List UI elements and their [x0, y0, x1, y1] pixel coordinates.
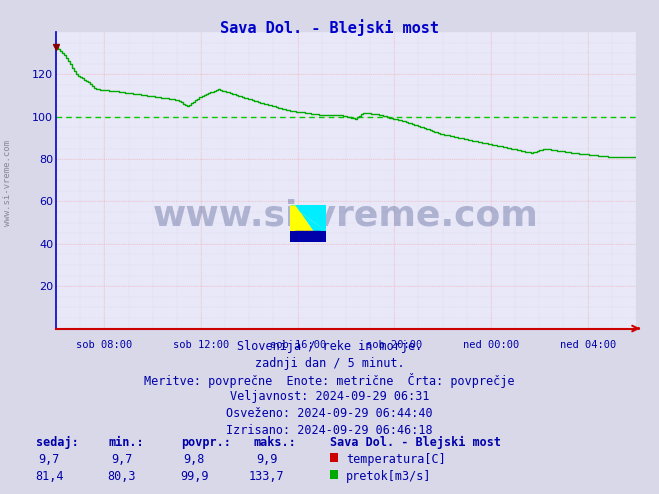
Text: Osveženo: 2024-09-29 06:44:40: Osveženo: 2024-09-29 06:44:40	[226, 407, 433, 420]
Text: min.:: min.:	[109, 436, 144, 449]
Text: Slovenija / reke in morje.: Slovenija / reke in morje.	[237, 340, 422, 353]
Text: maks.:: maks.:	[254, 436, 297, 449]
Text: Sava Dol. - Blejski most: Sava Dol. - Blejski most	[330, 436, 500, 449]
Text: 9,9: 9,9	[256, 453, 277, 466]
Text: www.si-vreme.com: www.si-vreme.com	[153, 199, 539, 233]
Text: 99,9: 99,9	[180, 470, 209, 483]
Polygon shape	[290, 206, 326, 231]
Text: povpr.:: povpr.:	[181, 436, 231, 449]
Text: sob 12:00: sob 12:00	[173, 340, 229, 350]
Text: ned 00:00: ned 00:00	[463, 340, 519, 350]
Text: www.si-vreme.com: www.si-vreme.com	[3, 140, 13, 226]
Text: ned 04:00: ned 04:00	[559, 340, 616, 350]
Polygon shape	[290, 206, 326, 242]
Text: Meritve: povprečne  Enote: metrične  Črta: povprečje: Meritve: povprečne Enote: metrične Črta:…	[144, 373, 515, 388]
Text: 81,4: 81,4	[35, 470, 64, 483]
Text: Sava Dol. - Blejski most: Sava Dol. - Blejski most	[220, 19, 439, 36]
Polygon shape	[290, 231, 326, 242]
Text: 9,7: 9,7	[39, 453, 60, 466]
Bar	[290, 231, 326, 242]
Text: Veljavnost: 2024-09-29 06:31: Veljavnost: 2024-09-29 06:31	[230, 390, 429, 403]
Polygon shape	[290, 231, 326, 242]
Text: 9,7: 9,7	[111, 453, 132, 466]
Text: 9,8: 9,8	[184, 453, 205, 466]
Polygon shape	[290, 206, 326, 231]
Text: sob 16:00: sob 16:00	[270, 340, 326, 350]
Text: pretok[m3/s]: pretok[m3/s]	[346, 470, 432, 483]
Text: 80,3: 80,3	[107, 470, 136, 483]
Polygon shape	[290, 206, 321, 242]
Text: zadnji dan / 5 minut.: zadnji dan / 5 minut.	[254, 357, 405, 370]
Text: sob 20:00: sob 20:00	[366, 340, 422, 350]
Text: sob 08:00: sob 08:00	[76, 340, 132, 350]
Text: temperatura[C]: temperatura[C]	[346, 453, 445, 466]
Text: Izrisano: 2024-09-29 06:46:18: Izrisano: 2024-09-29 06:46:18	[226, 424, 433, 437]
Text: 133,7: 133,7	[249, 470, 285, 483]
Text: sedaj:: sedaj:	[36, 436, 79, 449]
